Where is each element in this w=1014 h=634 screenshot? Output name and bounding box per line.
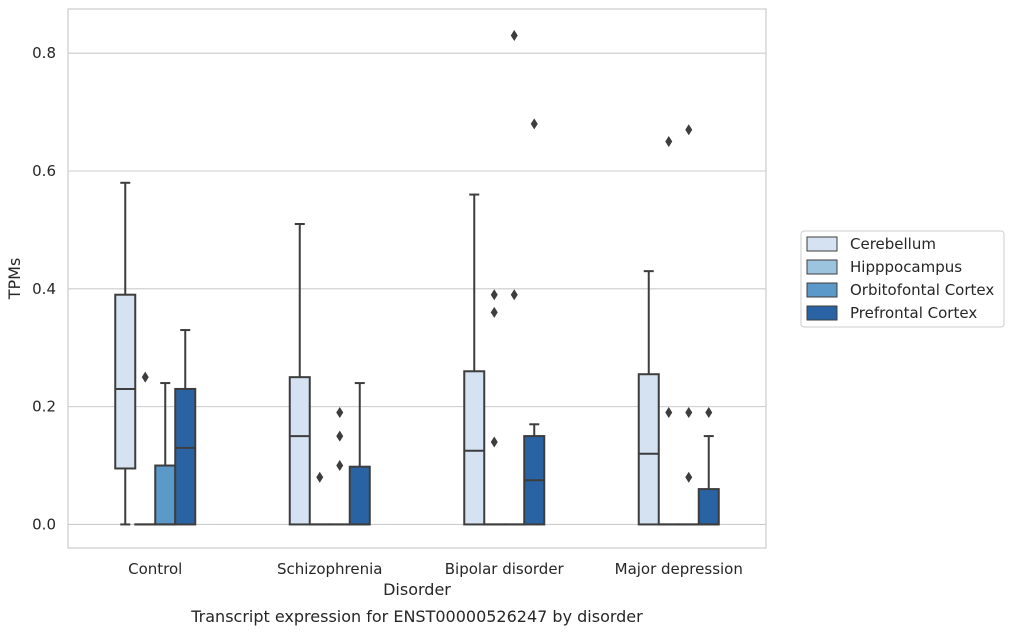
- outlier-point: [685, 471, 693, 483]
- outlier-point: [490, 436, 498, 448]
- box-hipppocampus: [483, 289, 506, 526]
- outlier-point: [490, 306, 498, 318]
- y-tick-label: 0.8: [32, 44, 56, 62]
- y-tick-label: 0.2: [32, 398, 56, 416]
- box-prefrontal-cortex: [174, 329, 197, 526]
- outlier-point: [530, 118, 538, 130]
- legend: Cerebellum Hipppocampus Orbitofontal Corte…: [800, 230, 1005, 328]
- y-tick-label: 0.0: [32, 515, 56, 533]
- y-tick-label: 0.6: [32, 162, 56, 180]
- box-body: [288, 376, 311, 526]
- outlier-point: [705, 407, 713, 419]
- y-tick-labels: 0.0 0.2 0.4 0.6 0.8: [32, 44, 56, 533]
- legend-swatch: [806, 236, 838, 252]
- box-body: [637, 373, 660, 526]
- x-axis-label: Disorder: [383, 580, 451, 599]
- outlier-point: [336, 460, 344, 472]
- box-orbitofontal-cortex: [677, 124, 700, 526]
- box-groups: [114, 30, 720, 526]
- box-orbitofontal-cortex: [503, 30, 526, 526]
- outlier-point: [336, 430, 344, 442]
- plot-frame: [67, 8, 767, 549]
- box-orbitofontal-cortex: [154, 382, 177, 526]
- y-tick-label: 0.4: [32, 280, 56, 298]
- box-hipppocampus: [134, 371, 157, 526]
- box-hipppocampus: [308, 471, 331, 526]
- outlier-point: [665, 136, 673, 148]
- outlier-point: [510, 289, 518, 301]
- legend-frame: [800, 230, 1005, 328]
- y-axis-label: TPMs: [5, 258, 24, 301]
- box-body: [114, 293, 137, 470]
- legend-swatch: [806, 259, 838, 275]
- outlier-point: [490, 289, 498, 301]
- outlier-point: [336, 407, 344, 419]
- grid-lines: [68, 52, 766, 525]
- outlier-point: [665, 407, 673, 419]
- x-tick-label: Bipolar disorder: [445, 560, 565, 578]
- x-tick-labels: Control Schizophrenia Bipolar disorder Majo…: [128, 560, 743, 578]
- legend-label: Hipppocampus: [850, 258, 962, 276]
- box-body: [174, 387, 197, 526]
- box-prefrontal-cortex: [523, 118, 546, 526]
- legend-label: Prefrontal Cortex: [850, 304, 977, 322]
- x-tick-label: Major depression: [615, 560, 743, 578]
- legend-label: Cerebellum: [850, 235, 936, 253]
- box-prefrontal-cortex: [697, 407, 720, 526]
- outlier-point: [510, 30, 518, 42]
- box-cerebellum: [637, 270, 660, 526]
- outlier-point: [685, 124, 693, 136]
- box-prefrontal-cortex: [348, 382, 371, 526]
- chart-caption: Transcript expression for ENST0000052624…: [190, 607, 643, 626]
- box-body: [697, 488, 720, 526]
- box-orbitofontal-cortex: [328, 407, 351, 526]
- box-body: [154, 464, 177, 526]
- x-tick-label: Control: [128, 560, 182, 578]
- legend-swatch: [806, 282, 838, 298]
- box-cerebellum: [288, 223, 311, 526]
- outlier-point: [685, 407, 693, 419]
- box-hipppocampus: [657, 136, 680, 526]
- box-body: [348, 465, 371, 526]
- x-tick-label: Schizophrenia: [277, 560, 382, 578]
- box-cerebellum: [114, 181, 137, 526]
- outlier-point: [316, 471, 324, 483]
- box-body: [463, 370, 486, 526]
- box-cerebellum: [463, 193, 486, 526]
- outlier-point: [141, 371, 149, 383]
- legend-label: Orbitofontal Cortex: [850, 281, 994, 299]
- legend-swatch: [806, 305, 838, 321]
